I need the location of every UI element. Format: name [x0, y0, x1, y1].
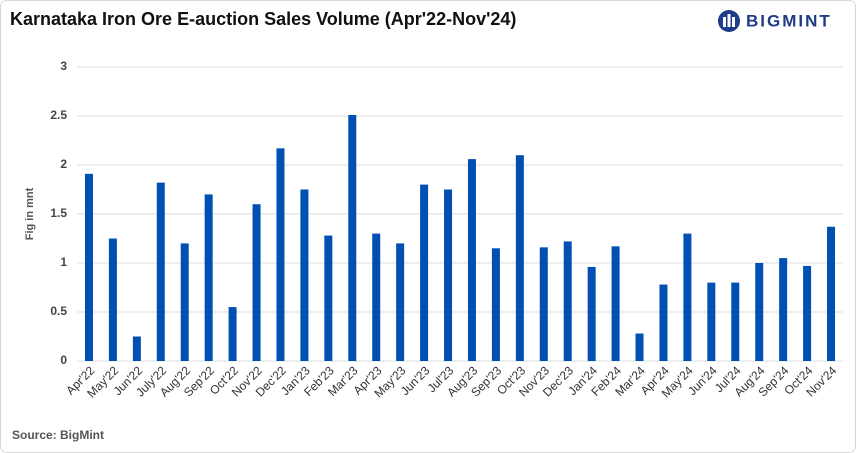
bar — [635, 333, 644, 361]
logo-text: BIGMINT — [746, 11, 832, 30]
y-tick-label: 2.5 — [50, 108, 67, 122]
y-tick-label: 2 — [60, 157, 67, 171]
bar — [515, 155, 524, 361]
bar — [324, 235, 333, 361]
bar — [563, 241, 572, 361]
bar — [108, 238, 117, 361]
chart-title: Karnataka Iron Ore E-auction Sales Volum… — [10, 9, 516, 29]
bar — [156, 182, 165, 361]
bar — [372, 233, 381, 361]
bar — [228, 307, 237, 361]
bar — [827, 226, 836, 361]
bar — [420, 184, 429, 361]
y-tick-label: 3 — [60, 59, 67, 73]
bar — [276, 148, 285, 361]
bar — [467, 159, 476, 361]
logo-icon-part — [732, 17, 735, 27]
bar — [252, 204, 261, 361]
logo-icon-part — [723, 17, 726, 27]
logo-icon-part — [727, 14, 731, 27]
y-tick-label: 1 — [60, 255, 67, 269]
bar — [779, 258, 788, 361]
bar — [396, 243, 405, 361]
bar — [539, 247, 548, 361]
bar — [683, 233, 692, 361]
bar — [803, 265, 812, 361]
bar — [84, 173, 93, 361]
bar — [132, 336, 141, 361]
bar — [611, 246, 620, 361]
y-axis-label: Fig in mnt — [24, 187, 36, 240]
bar — [348, 115, 357, 362]
y-tick-label: 0 — [60, 353, 67, 367]
y-tick-label: 1.5 — [50, 206, 67, 220]
bar — [707, 282, 716, 361]
y-tick-label: 0.5 — [50, 304, 67, 318]
bar — [755, 263, 764, 361]
bar — [300, 189, 309, 361]
bar — [587, 266, 596, 361]
bar — [491, 248, 500, 361]
bar — [659, 284, 668, 361]
bar — [204, 194, 213, 361]
bar — [444, 189, 453, 361]
bar — [180, 243, 189, 361]
bar — [731, 282, 740, 361]
logo: BIGMINT — [718, 10, 832, 32]
source: Source: BigMint — [12, 428, 104, 442]
